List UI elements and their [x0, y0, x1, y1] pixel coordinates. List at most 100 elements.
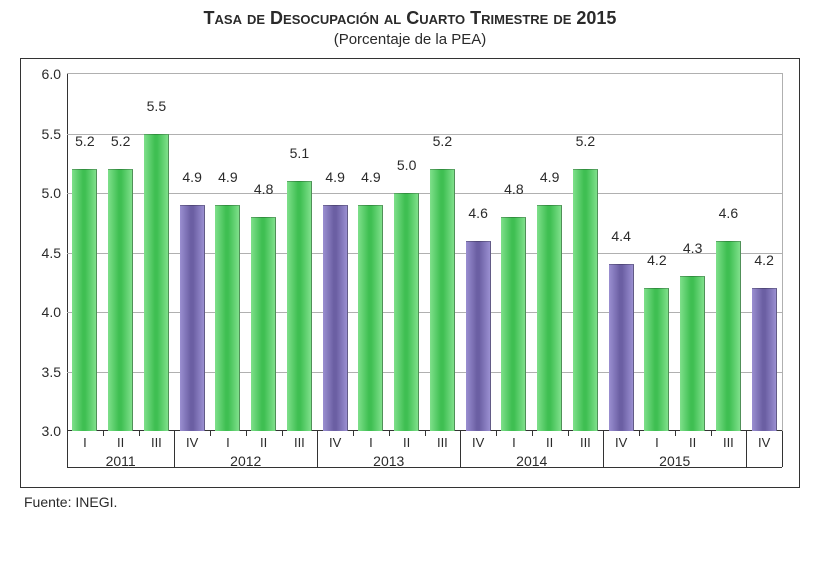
bar-value-label: 4.2 [754, 252, 773, 270]
x-tick-quarter: II [117, 435, 124, 450]
bar-value-label: 4.9 [218, 169, 237, 187]
quarter-tick [389, 431, 390, 436]
bar-value-label: 4.9 [540, 169, 559, 187]
x-tick-quarter: I [369, 435, 373, 450]
chart-container: 3.03.54.04.55.05.56.05.2I5.2II5.5III4.9I… [20, 58, 800, 488]
x-tick-quarter: III [151, 435, 162, 450]
x-tick-quarter: IV [615, 435, 627, 450]
x-tick-quarter: IV [758, 435, 770, 450]
quarter-tick [425, 431, 426, 436]
bar [215, 205, 240, 431]
bar-value-label: 4.3 [683, 240, 702, 258]
x-tick-quarter: IV [472, 435, 484, 450]
year-divider [174, 431, 175, 467]
bar-value-label: 4.6 [719, 205, 738, 223]
bar [72, 169, 97, 431]
year-divider [603, 431, 604, 467]
bar-value-label: 5.1 [290, 145, 309, 163]
x-tick-quarter: III [437, 435, 448, 450]
chart-source: Fuente: INEGI. [16, 494, 804, 510]
y-tick-label: 3.5 [42, 364, 61, 380]
quarter-tick [639, 431, 640, 436]
bar-value-label: 4.9 [361, 169, 380, 187]
bar-value-label: 5.2 [75, 133, 94, 151]
x-tick-quarter: I [655, 435, 659, 450]
x-tick-quarter: I [83, 435, 87, 450]
x-tick-quarter: I [512, 435, 516, 450]
x-tick-quarter: I [226, 435, 230, 450]
y-tick-label: 3.0 [42, 423, 61, 439]
bar-value-label: 5.2 [433, 133, 452, 151]
bar [752, 288, 777, 431]
bar-value-label: 5.2 [111, 133, 130, 151]
quarter-tick [711, 431, 712, 436]
y-tick-label: 5.5 [42, 126, 61, 142]
quarter-tick [210, 431, 211, 436]
grid-line [67, 193, 782, 194]
quarter-tick [353, 431, 354, 436]
quarter-tick [675, 431, 676, 436]
year-divider [460, 431, 461, 467]
quarter-tick [496, 431, 497, 436]
x-tick-quarter: III [723, 435, 734, 450]
x-tick-quarter: II [403, 435, 410, 450]
bar-value-label: 5.5 [147, 98, 166, 116]
bar-value-label: 4.9 [325, 169, 344, 187]
x-tick-year: 2011 [106, 453, 136, 469]
bar [430, 169, 455, 431]
bar [680, 276, 705, 431]
quarter-tick [568, 431, 569, 436]
bar [358, 205, 383, 431]
quarter-tick [139, 431, 140, 436]
bar-value-label: 5.0 [397, 157, 416, 175]
year-divider [67, 431, 68, 467]
quarter-tick [282, 431, 283, 436]
quarter-tick [103, 431, 104, 436]
plot-area: 3.03.54.04.55.05.56.05.2I5.2II5.5III4.9I… [67, 73, 783, 431]
bar-value-label: 4.9 [182, 169, 201, 187]
x-tick-year: 2012 [230, 453, 261, 469]
x-tick-year: 2014 [516, 453, 547, 469]
bar [394, 193, 419, 431]
x-tick-quarter: III [294, 435, 305, 450]
y-tick-label: 4.5 [42, 245, 61, 261]
bar-value-label: 4.8 [504, 181, 523, 199]
bar [323, 205, 348, 431]
bar-value-label: 4.8 [254, 181, 273, 199]
x-tick-quarter: IV [186, 435, 198, 450]
y-tick-label: 6.0 [42, 66, 61, 82]
quarter-tick [532, 431, 533, 436]
x-tick-quarter: II [689, 435, 696, 450]
bar [644, 288, 669, 431]
grid-line [67, 312, 782, 313]
y-tick-label: 5.0 [42, 185, 61, 201]
x-tick-quarter: IV [329, 435, 341, 450]
x-tick-year: 2015 [659, 453, 690, 469]
year-divider [782, 431, 783, 467]
bar [108, 169, 133, 431]
bar [716, 241, 741, 431]
bar [144, 134, 169, 432]
x-tick-year: 2013 [373, 453, 404, 469]
bar [573, 169, 598, 431]
bar [609, 264, 634, 431]
bar [180, 205, 205, 431]
chart-subtitle: (Porcentaje de la PEA) [0, 31, 820, 48]
bar-value-label: 4.2 [647, 252, 666, 270]
year-divider [317, 431, 318, 467]
grid-line [67, 253, 782, 254]
x-tick-quarter: II [546, 435, 553, 450]
bar [501, 217, 526, 431]
bar [466, 241, 491, 431]
bar-value-label: 4.6 [468, 205, 487, 223]
bar-value-label: 4.4 [611, 228, 630, 246]
bar [287, 181, 312, 431]
bar [537, 205, 562, 431]
quarter-tick [246, 431, 247, 436]
grid-line [67, 134, 782, 135]
year-divider [746, 431, 747, 467]
x-tick-quarter: II [260, 435, 267, 450]
chart-title: Tasa de Desocupación al Cuarto Trimestre… [0, 8, 820, 29]
bar-value-label: 5.2 [576, 133, 595, 151]
x-tick-quarter: III [580, 435, 591, 450]
